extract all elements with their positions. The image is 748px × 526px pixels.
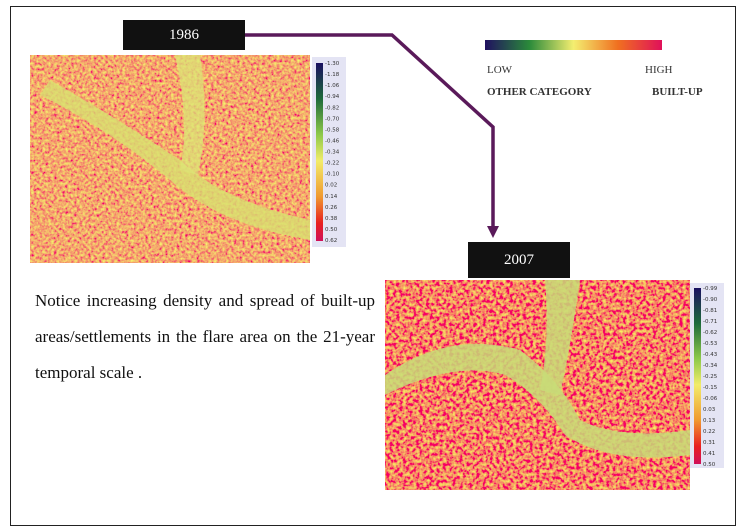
scale-label: -1.30 — [325, 61, 340, 67]
arrow-head — [487, 226, 499, 238]
year-tag: 2007 — [468, 242, 570, 278]
scale-label: 0.13 — [703, 418, 716, 424]
scale-label: 0.26 — [325, 205, 338, 211]
scale-label: -0.99 — [703, 286, 718, 292]
scale-label: -0.34 — [703, 363, 718, 369]
scale-label: 0.50 — [325, 227, 338, 233]
scale-label: 0.62 — [325, 238, 337, 244]
scale-label: -0.43 — [703, 352, 718, 358]
legend-gradient — [485, 40, 662, 50]
scale-label: -0.25 — [703, 374, 718, 380]
colorbar-2007: -0.99 -0.90 -0.81 -0.71 -0.62 -0.53 -0.43 -0.34… — [690, 283, 724, 468]
legend-high: HIGH — [645, 64, 673, 76]
image-1986 — [30, 55, 310, 263]
image-2007 — [385, 280, 690, 490]
legend-other: OTHER CATEGORY — [487, 86, 592, 98]
scale-label: 0.38 — [325, 216, 338, 222]
legend-built: BUILT-UP — [652, 86, 703, 98]
scale-label: -0.62 — [703, 330, 717, 336]
scale-label: -0.82 — [325, 105, 339, 111]
scale-label: -1.18 — [325, 72, 340, 78]
page: -1.30 -1.18 -1.06 -0.94 -0.82 -0.70 -0.58 -0.46… — [0, 0, 748, 515]
scale-label: -0.71 — [703, 319, 717, 325]
colorbar-1986: -1.30 -1.18 -1.06 -0.94 -0.82 -0.70 -0.58 -0.46… — [312, 57, 346, 247]
scale-label: 0.03 — [703, 407, 716, 413]
scale-label: -0.90 — [703, 297, 718, 303]
scale-label: -0.10 — [325, 172, 340, 178]
scale-label: 0.14 — [325, 194, 338, 200]
scale-label: -0.94 — [325, 94, 340, 100]
figure: -1.30 -1.18 -1.06 -0.94 -0.82 -0.70 -0.58 -0.46… — [0, 0, 748, 515]
scale-label: -0.58 — [325, 127, 340, 133]
scale-label: -0.53 — [703, 341, 718, 347]
caption: Notice increasing density and spread of … — [35, 283, 375, 391]
scale-label: -1.06 — [325, 83, 340, 89]
scale-label: -0.70 — [325, 116, 340, 122]
scale-label: -0.22 — [325, 161, 339, 167]
scale-label: -0.06 — [703, 396, 718, 402]
legend-low: LOW — [487, 64, 512, 76]
scale-label: -0.46 — [325, 138, 340, 144]
scale-label: -0.81 — [703, 308, 717, 314]
scale-label: -0.34 — [325, 150, 340, 156]
scale-label: 0.02 — [325, 183, 337, 189]
scale-label: -0.15 — [703, 385, 718, 391]
scale-label: 0.41 — [703, 451, 715, 457]
scale-label: 0.31 — [703, 440, 715, 446]
year-tag: 1986 — [123, 20, 245, 50]
scale-label: 0.22 — [703, 429, 715, 435]
scale-label: 0.50 — [703, 462, 716, 468]
